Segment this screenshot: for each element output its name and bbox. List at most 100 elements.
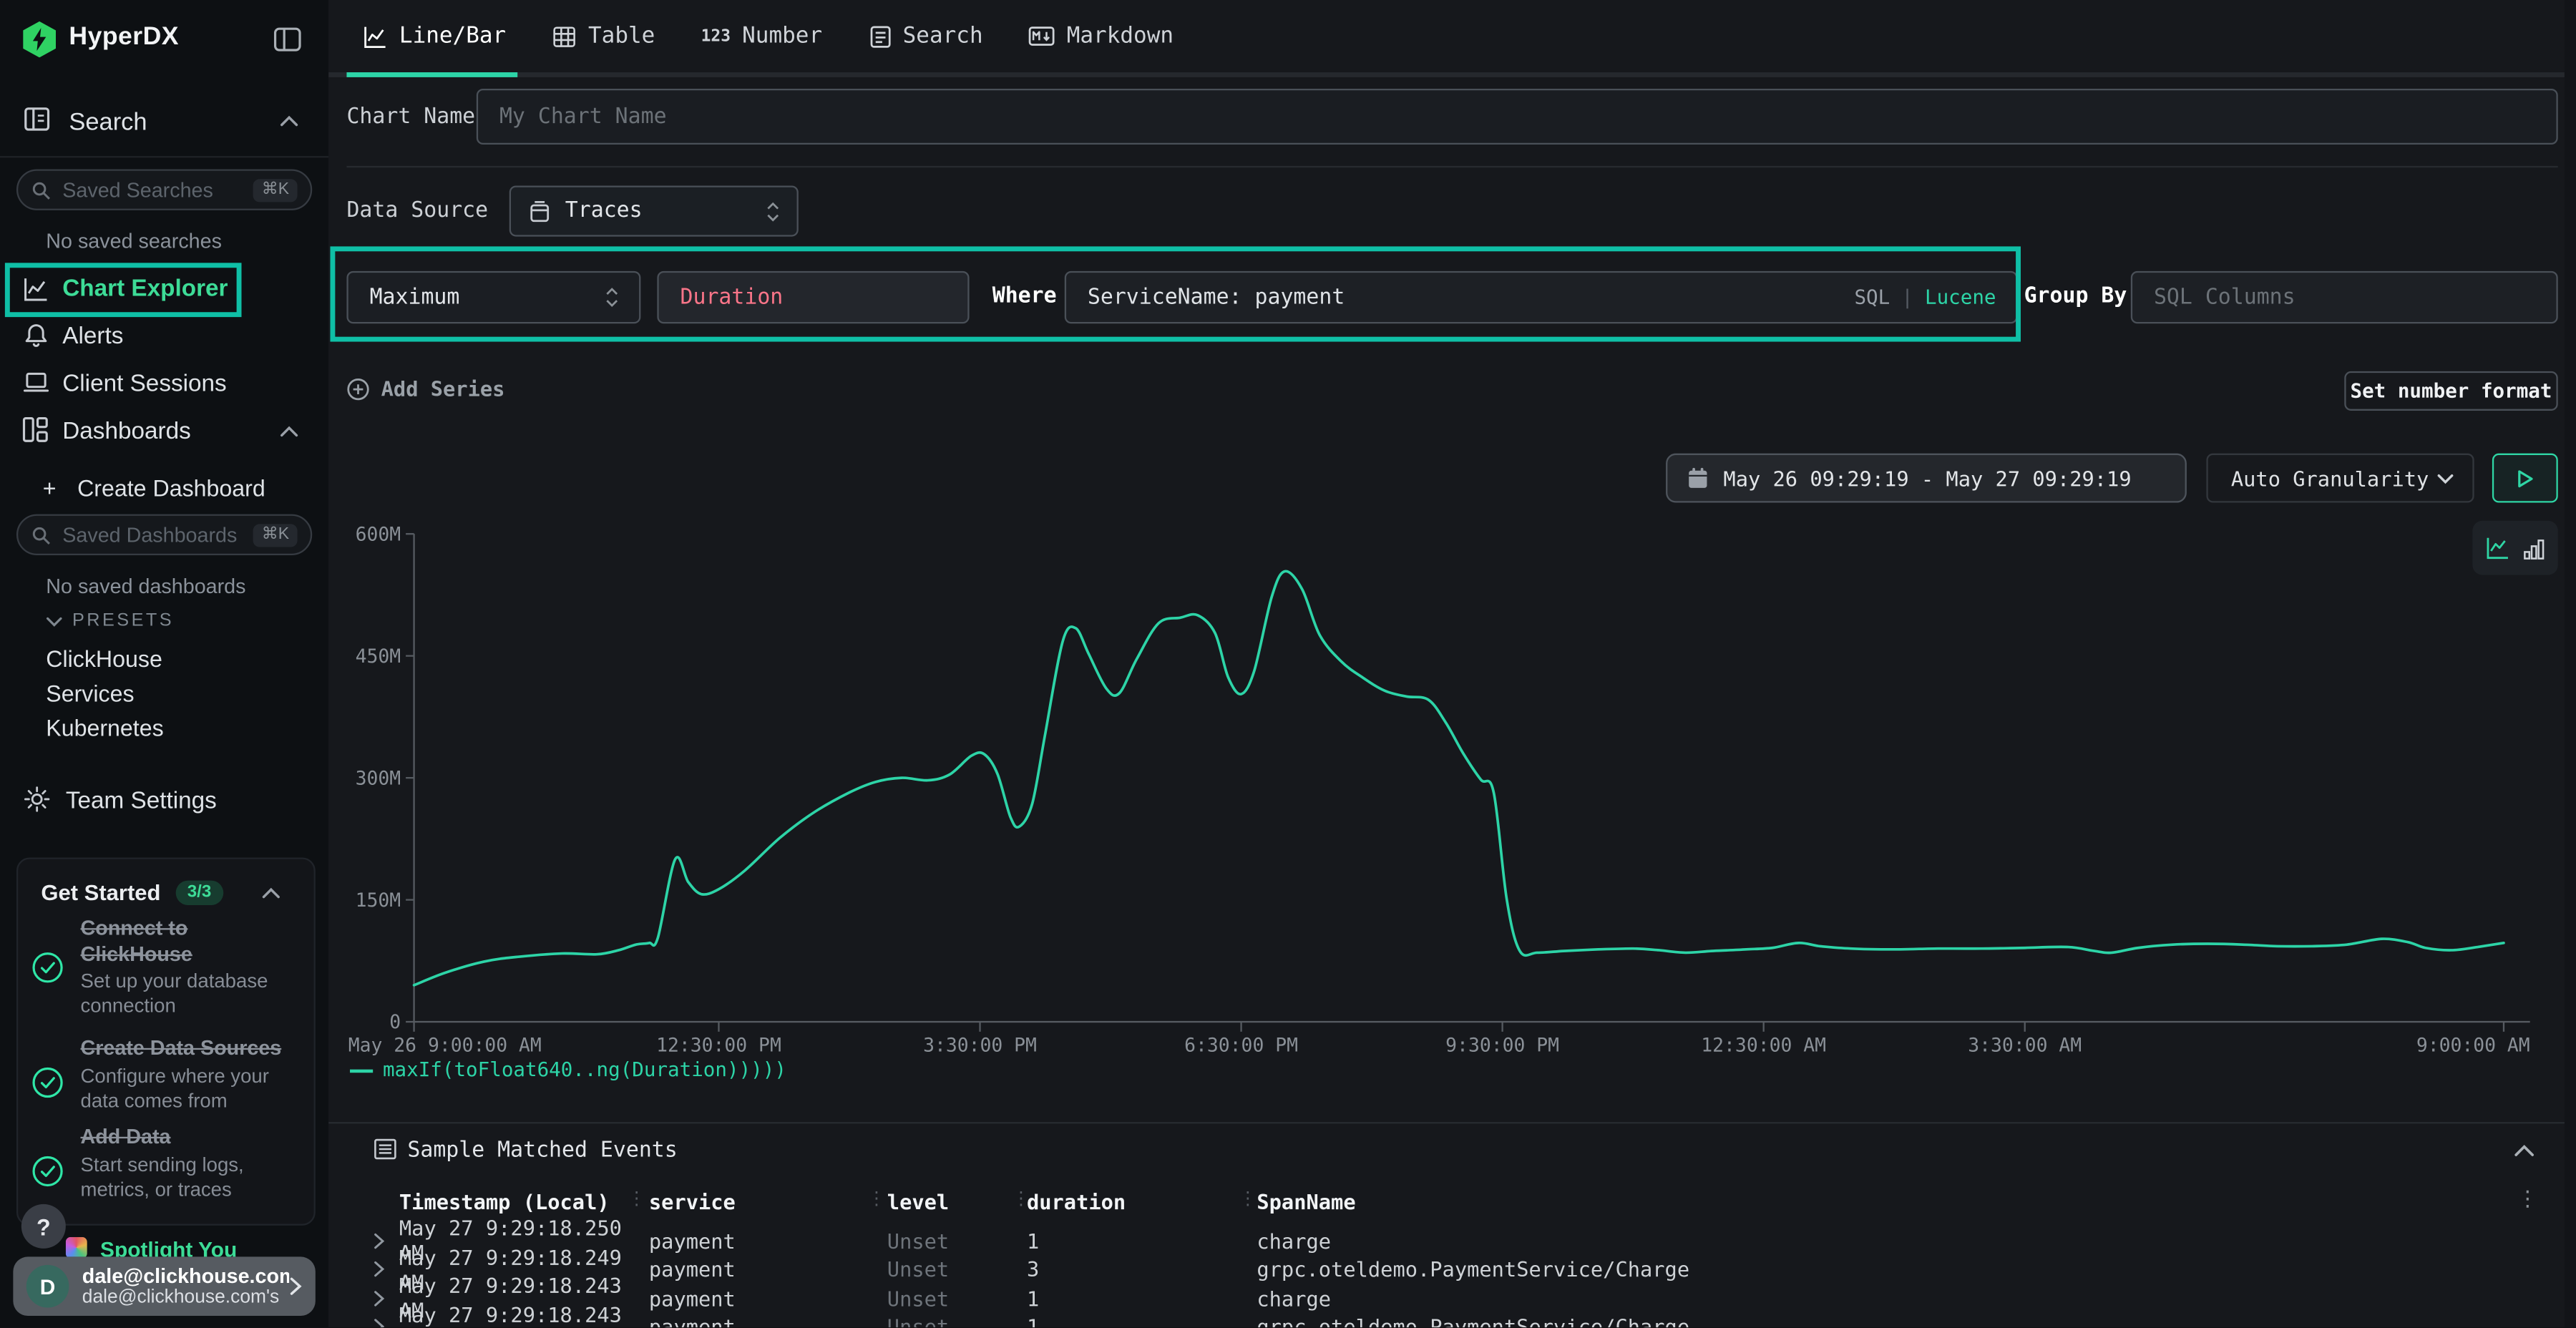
tab-markdown[interactable]: Markdown [1013, 0, 1190, 72]
checklist-item-title[interactable]: Add Data [81, 1123, 291, 1150]
shortcut-badge: ⌘K [253, 523, 297, 546]
user-profile-card[interactable]: D dale@clickhouse.com dale@clickhouse.co… [13, 1256, 315, 1316]
bell-icon [23, 322, 49, 350]
tab-table[interactable]: Table [536, 0, 672, 72]
dashboards-icon [21, 416, 49, 444]
get-started-title: Get Started [41, 881, 160, 905]
user-email: dale@clickhouse.com [82, 1265, 289, 1288]
checklist-item-title[interactable]: Create Data Sources [81, 1035, 304, 1061]
column-resize-handle[interactable]: ⋮ [1239, 1191, 1257, 1209]
date-range-value: May 26 09:29:19 - May 27 09:29:19 [1723, 466, 2131, 490]
shortcut-badge: ⌘K [253, 178, 297, 201]
table-menu-kebab-icon[interactable]: ⋮ [2517, 1188, 2538, 1209]
presets-header[interactable]: PRESETS [72, 611, 174, 631]
timeseries-chart[interactable]: 0150M300M450M600MMay 26 9:00:00 AM12:30:… [346, 522, 2557, 1081]
chevron-right-icon [289, 1276, 302, 1297]
tab-number[interactable]: 123 Number [685, 0, 839, 72]
chevron-up-icon[interactable] [279, 426, 299, 439]
where-input[interactable]: ServiceName: payment SQL | Lucene [1065, 271, 2018, 323]
table-row[interactable]: May 27 9:29:18.243 AMpaymentUnset1grpc.o… [373, 1302, 2527, 1328]
plus-icon: + [43, 475, 57, 502]
table-cell: 1 [1027, 1314, 1257, 1327]
y-axis-tick-label: 0 [389, 1011, 401, 1033]
sidebar-divider [0, 156, 328, 157]
data-source-select[interactable]: Traces [509, 185, 799, 236]
data-source-label: Data Source [346, 199, 488, 223]
where-label: Where [992, 284, 1057, 308]
chart-type-tabbar: Line/Bar Table 123 Number Search Markdow… [328, 0, 2576, 77]
group-by-input[interactable]: SQL Columns [2131, 271, 2558, 323]
preset-clickhouse[interactable]: ClickHouse [46, 645, 162, 672]
col-duration[interactable]: duration [1027, 1190, 1257, 1214]
col-spanname[interactable]: SpanName [1257, 1190, 2527, 1214]
column-resize-handle[interactable]: ⋮ [1012, 1191, 1030, 1209]
app-window: HyperDX Search Saved Searches ⌘K No save… [0, 0, 2576, 1327]
saved-dashboards-input[interactable]: Saved Dashboards ⌘K [16, 514, 312, 555]
lucene-mode-toggle[interactable]: Lucene [1925, 285, 1996, 308]
123-icon: 123 [701, 27, 731, 45]
preset-services[interactable]: Services [46, 680, 134, 707]
group-by-placeholder: SQL Columns [2154, 285, 2296, 309]
table-cell: grpc.oteldemo.PaymentService/Charge [1257, 1314, 2527, 1327]
brand-title: HyperDX [69, 23, 179, 52]
sidebar-item-chart-explorer[interactable]: Chart Explorer [62, 276, 228, 303]
aggregation-select[interactable]: Maximum [346, 271, 640, 323]
chart-name-label: Chart Name [346, 105, 475, 130]
legend-swatch [350, 1068, 373, 1072]
granularity-value: Auto Granularity [2231, 466, 2436, 490]
date-range-picker[interactable]: May 26 09:29:19 - May 27 09:29:19 [1666, 454, 2187, 503]
sample-events-title: Sample Matched Events [407, 1138, 677, 1163]
tab-line-bar[interactable]: Line/Bar [346, 0, 522, 72]
table-row[interactable]: May 27 9:29:18.249 AMpaymentUnset3grpc.o… [373, 1244, 2527, 1273]
y-axis-tick-label: 450M [356, 645, 401, 668]
sidebar-item-dashboards[interactable]: Dashboards [62, 419, 191, 445]
saved-searches-placeholder: Saved Searches [62, 178, 253, 201]
check-circle-icon [31, 1155, 64, 1188]
mode-divider: | [1901, 285, 1913, 308]
column-resize-handle[interactable]: ⋮ [867, 1191, 885, 1209]
chevron-up-icon[interactable] [261, 887, 281, 900]
run-query-button[interactable] [2492, 454, 2558, 503]
chevron-down-icon[interactable] [46, 616, 62, 628]
checklist-item-title[interactable]: Connect to ClickHouse [81, 915, 281, 967]
avatar: D [26, 1265, 69, 1308]
granularity-select[interactable]: Auto Granularity [2206, 454, 2474, 503]
table-row[interactable]: May 27 9:29:18.250 AMpaymentUnset1charge [373, 1216, 2527, 1244]
col-level[interactable]: level [887, 1190, 1027, 1214]
chevron-up-icon[interactable] [279, 115, 299, 128]
collapse-panel-chevron-icon[interactable] [2514, 1143, 2535, 1158]
help-button[interactable]: ? [21, 1204, 66, 1249]
confetti-icon [66, 1237, 87, 1257]
field-input[interactable]: Duration [657, 271, 969, 323]
divider [328, 1122, 2576, 1123]
saved-searches-input[interactable]: Saved Searches ⌘K [16, 169, 312, 210]
aggregation-value: Maximum [370, 285, 605, 309]
column-resize-handle[interactable]: ⋮ [628, 1191, 645, 1209]
set-number-format-button[interactable]: Set number format [2344, 371, 2557, 411]
chart-name-placeholder: My Chart Name [499, 104, 667, 129]
sidebar-item-alerts[interactable]: Alerts [62, 323, 123, 350]
no-saved-searches-text: No saved searches [46, 230, 222, 253]
checklist-item-desc: Start sending logs, metrics, or traces [81, 1153, 291, 1203]
sql-mode-toggle[interactable]: SQL [1854, 285, 1890, 308]
table-row[interactable]: May 27 9:29:18.243 AMpaymentUnset1charge [373, 1273, 2527, 1302]
data-source-value: Traces [565, 199, 766, 223]
scrollbar-gutter[interactable] [2565, 0, 2576, 1327]
laptop-icon [23, 370, 49, 394]
col-service[interactable]: service [649, 1190, 887, 1214]
create-dashboard-button[interactable]: + Create Dashboard [43, 475, 265, 502]
row-expand-chevron-icon[interactable] [373, 1317, 399, 1327]
chevron-down-icon [2436, 472, 2454, 484]
chart-explorer-icon [23, 276, 49, 303]
preset-kubernetes[interactable]: Kubernetes [46, 715, 163, 741]
collapse-sidebar-icon[interactable] [273, 26, 302, 53]
col-timestamp[interactable]: Timestamp (Local) [399, 1190, 649, 1214]
sidebar-item-search[interactable]: Search [69, 109, 147, 137]
sidebar-item-client-sessions[interactable]: Client Sessions [62, 371, 226, 398]
sidebar-item-team-settings[interactable]: Team Settings [66, 788, 217, 815]
tab-search[interactable]: Search [852, 0, 999, 72]
chart-name-input[interactable]: My Chart Name [477, 89, 2558, 145]
active-tab-indicator [346, 72, 517, 77]
add-series-button[interactable]: Add Series [346, 376, 504, 401]
chart-legend[interactable]: maxIf(toFloat640..ng(Duration))))) [350, 1058, 786, 1081]
